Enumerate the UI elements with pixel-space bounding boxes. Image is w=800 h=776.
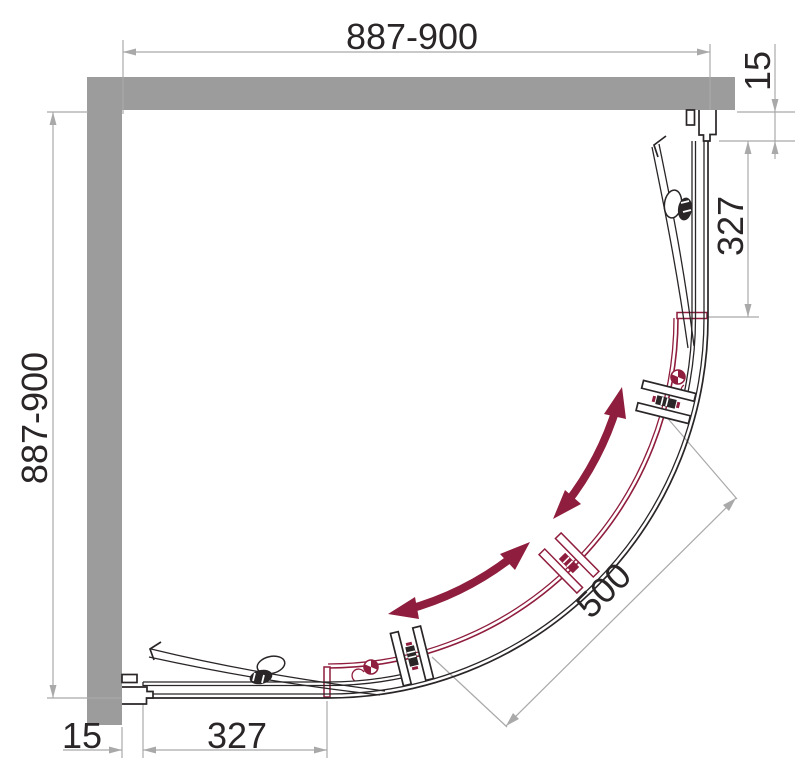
arrowhead-up-right-icon bbox=[500, 542, 530, 570]
ghost-door-edge bbox=[658, 143, 695, 347]
fixed-glass-right bbox=[686, 141, 697, 395]
arrow-down-icon bbox=[49, 685, 57, 698]
arrow-up-icon bbox=[49, 112, 57, 125]
dimension-bottom: 15 327 bbox=[62, 701, 328, 758]
ghost-door-edge bbox=[651, 146, 689, 349]
slide-direction-arrow-upper bbox=[553, 387, 626, 519]
handle-mount-detail bbox=[406, 650, 417, 659]
sliding-door bbox=[323, 311, 708, 698]
profile-channel bbox=[698, 110, 717, 142]
arrow-up-icon bbox=[744, 141, 752, 154]
door-handle-middle-red bbox=[537, 531, 601, 595]
handle-bar bbox=[635, 401, 692, 425]
arrow-right-icon bbox=[314, 746, 327, 754]
extension-line bbox=[431, 656, 508, 728]
door-glass-arc-outer bbox=[327, 317, 679, 669]
handle-bar bbox=[411, 625, 435, 682]
fixed-glass-right bbox=[683, 141, 693, 395]
wall-top bbox=[87, 77, 735, 110]
arrowhead-down-left-icon bbox=[553, 490, 581, 519]
dimension-label-right-fixed: 327 bbox=[710, 196, 751, 256]
arrow-right-icon bbox=[697, 48, 710, 56]
handle-bar bbox=[554, 531, 601, 579]
arrow-down-icon bbox=[744, 304, 752, 317]
dimension-top-width: 887-900 bbox=[122, 16, 711, 140]
arrow-up-right-icon bbox=[723, 498, 736, 511]
handle-bar bbox=[537, 547, 584, 595]
dimension-door-opening: 500 bbox=[431, 413, 738, 728]
profile-bracket bbox=[121, 673, 138, 684]
curved-arrow-body bbox=[562, 404, 621, 507]
open-door-ghost-right bbox=[651, 135, 695, 349]
handle-mount-tick bbox=[651, 395, 657, 403]
arrow-right-icon bbox=[109, 746, 122, 754]
handle-mount-detail bbox=[660, 396, 669, 407]
track-outer-line bbox=[143, 134, 709, 699]
profile-channel bbox=[122, 686, 154, 705]
curved-arrow-body bbox=[404, 550, 519, 614]
door-hook-profile bbox=[148, 641, 162, 661]
arrowhead-up-icon bbox=[604, 387, 626, 419]
roller-spoke bbox=[371, 659, 379, 670]
handle-bar bbox=[640, 379, 697, 403]
wall-left bbox=[87, 77, 122, 725]
dimension-label-left-height: 887-900 bbox=[14, 352, 55, 484]
wall-profile-top-right bbox=[685, 109, 717, 142]
handle-mount bbox=[558, 552, 580, 574]
handle-bar bbox=[389, 630, 413, 687]
roller-detail bbox=[252, 672, 265, 684]
extension-line bbox=[663, 413, 738, 500]
roller-bracket bbox=[351, 668, 365, 682]
arrow-down-left-icon bbox=[506, 713, 519, 726]
open-door-ghost-bottom bbox=[148, 641, 386, 696]
handle-mount-tick bbox=[411, 665, 419, 671]
arrowhead-left-icon bbox=[388, 597, 419, 619]
dimension-label-top-right-gap: 15 bbox=[737, 51, 778, 91]
handle-mount bbox=[655, 395, 677, 409]
handle-mount-tick bbox=[405, 641, 413, 647]
roller-spoke bbox=[670, 374, 678, 385]
slide-direction-arrow-lower bbox=[388, 542, 530, 619]
roller-clamp-icon bbox=[256, 655, 286, 675]
dimension-top-right-gap: 15 bbox=[719, 44, 795, 159]
door-hook-profile bbox=[652, 135, 667, 158]
wall-profile-bottom-left bbox=[121, 673, 154, 705]
handle-mount-detail bbox=[562, 556, 574, 568]
door-handle-lower bbox=[389, 625, 435, 687]
arrow-down-icon bbox=[771, 99, 779, 112]
dimension-left-height: 887-900 bbox=[14, 111, 121, 699]
arrow-left-icon bbox=[143, 746, 156, 754]
profile-bracket bbox=[685, 109, 696, 126]
roller-spoke bbox=[363, 664, 371, 675]
roller-detail bbox=[680, 200, 692, 213]
fixed-glass-bottom bbox=[143, 676, 405, 687]
walls bbox=[87, 77, 735, 725]
dimension-line bbox=[505, 497, 737, 727]
handle-mount-tick bbox=[675, 401, 681, 409]
arrow-left-icon bbox=[123, 48, 136, 56]
door-roller-bottom-icon bbox=[351, 659, 379, 682]
dimension-right-fixed-panel: 327 bbox=[691, 141, 759, 318]
roller-spoke bbox=[678, 369, 686, 380]
handle-mount bbox=[405, 645, 419, 667]
door-glass-arc-inner bbox=[327, 317, 675, 665]
arrow-up-icon bbox=[771, 141, 779, 154]
dimension-label-top-width: 887-900 bbox=[346, 16, 478, 57]
dimension-label-bottom-gap: 15 bbox=[62, 715, 102, 756]
dimension-label-bottom-fixed: 327 bbox=[207, 715, 267, 756]
fixed-glass-bottom bbox=[143, 673, 405, 683]
door-handle-upper bbox=[635, 379, 697, 425]
